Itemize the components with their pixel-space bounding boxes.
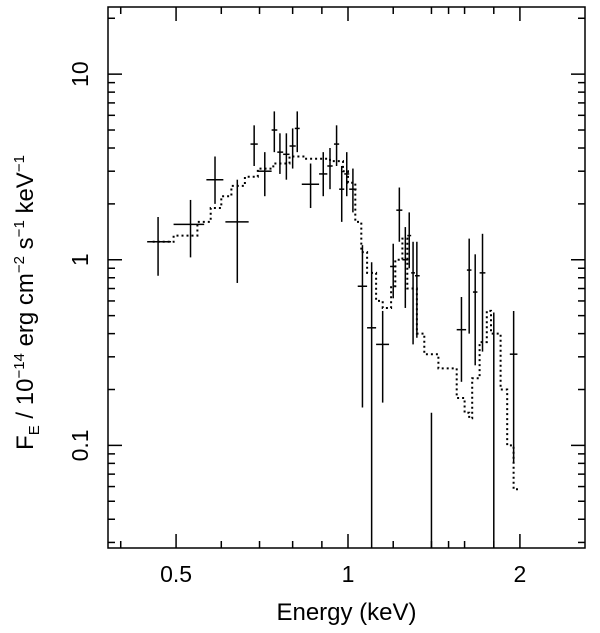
x-tick-labels: 0.5 1 2 [160,561,526,587]
data-point [396,187,403,242]
data-point [357,245,368,408]
y-axis-title-exp2: −2 [11,256,28,273]
data-point [402,227,409,308]
y-axis-title-text4: keV [12,172,39,220]
x-tick-label: 1 [342,561,355,587]
data-point [173,199,205,258]
data-point [283,133,290,180]
y-axis-title-exp3: −1 [11,220,28,237]
y-axis-title-text2: erg cm [12,273,39,353]
data-point [344,152,350,197]
y-axis-title: FE / 10−14 erg cm−2 s−1 keV−1 [11,155,43,450]
data-point [225,179,249,283]
data-point [206,156,224,204]
data-point [411,241,415,345]
x-axis-title: Energy (keV) [276,599,416,626]
y-tick-labels: 0.1 1 10 [67,61,93,461]
y-axis-title-f: F [12,435,39,450]
data-point [319,152,328,197]
data-point [339,165,345,222]
data-point [407,212,412,269]
data-points [147,111,518,548]
model-step-line [152,155,519,491]
y-tick-label: 1 [67,253,93,266]
data-point [147,216,172,276]
y-tick-label: 10 [67,61,93,87]
data-point [367,262,377,548]
data-point [456,297,467,382]
x-tick-label: 0.5 [160,561,192,587]
y-axis-title-exp4: −1 [11,155,28,172]
data-point [333,125,340,166]
data-point [376,310,390,403]
y-axis-title-sub: E [26,425,43,435]
y-axis-title-text3: s [12,237,39,256]
x-tick-label: 2 [514,561,527,587]
data-point [271,111,278,153]
data-point [277,133,284,174]
data-point [327,148,333,190]
data-point [294,111,300,153]
axis-ticks [108,7,585,548]
data-point [472,254,478,366]
data-point [250,125,258,166]
data-point [479,233,486,352]
data-point [301,163,320,209]
data-point [390,243,397,299]
y-axis-title-text1: / 10 [12,379,39,426]
data-point [414,241,420,338]
data-point [509,310,518,464]
data-point [289,128,296,169]
data-point [257,152,272,197]
model-curve [152,155,519,491]
y-tick-label: 0.1 [67,429,93,461]
y-axis-title-exp1: −14 [11,353,28,378]
data-point [349,168,357,213]
data-point [466,238,472,334]
